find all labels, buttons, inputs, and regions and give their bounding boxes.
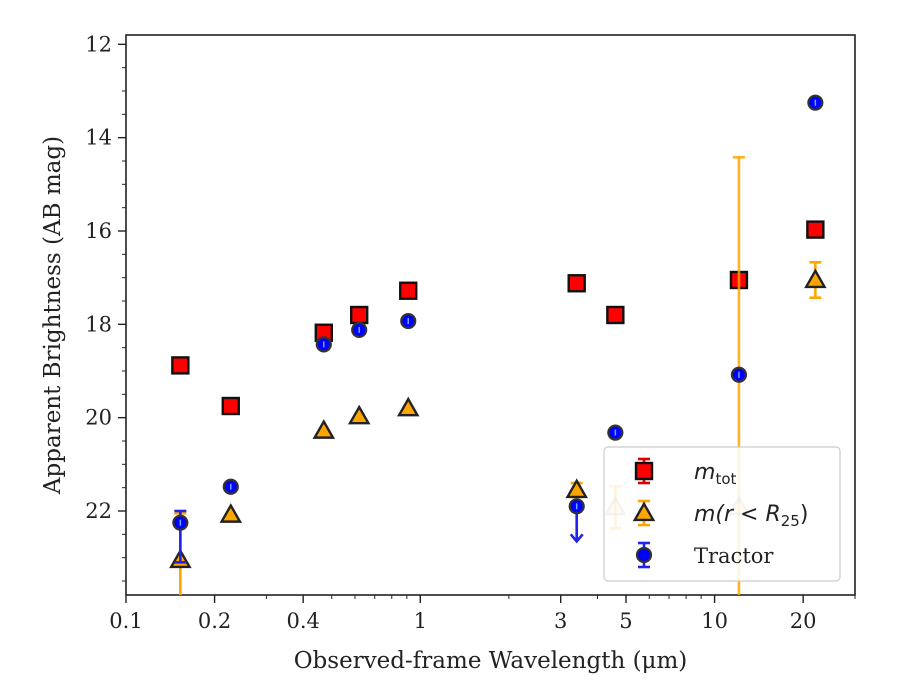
data-point (806, 220, 825, 239)
y-tick-label: 20 (85, 406, 112, 430)
data-point (349, 305, 369, 325)
legend-entry-1: m(r < R25) (632, 499, 808, 530)
data-point (606, 305, 625, 325)
data-point (565, 478, 588, 499)
data-point (312, 419, 336, 439)
legend-marker (632, 501, 656, 522)
data-point (567, 274, 586, 293)
legend-entry-0: mtot (634, 457, 736, 488)
x-tick-label: 0.2 (198, 609, 231, 633)
series-0 (171, 220, 825, 416)
y-tick-label: 12 (85, 32, 112, 56)
data-point (219, 503, 243, 523)
data-point (171, 356, 190, 375)
legend-entry-2: Tractor (635, 541, 774, 569)
x-tick-label: 1 (414, 609, 427, 633)
x-tick-label: 5 (619, 609, 632, 633)
data-point (399, 281, 418, 300)
legend-marker (634, 461, 654, 481)
legend-label: Tractor (694, 544, 774, 568)
data-point (221, 396, 240, 416)
y-axis-title: Apparent Brightness (AB mag) (40, 136, 66, 495)
upper-limit-arrow (569, 533, 584, 544)
legend: mtot m(r < R25) Tractor (603, 446, 841, 582)
x-tick-label: 0.4 (286, 609, 319, 633)
y-tick-label: 18 (85, 312, 112, 336)
legend-box (603, 446, 841, 582)
x-tick-label: 20 (790, 609, 817, 633)
legend-label: m(r < R25) (694, 502, 808, 530)
x-tick-label: 3 (554, 609, 567, 633)
data-point (347, 404, 371, 425)
legend-marker (635, 546, 653, 564)
x-tick-label: 10 (701, 609, 728, 633)
series-2 (172, 94, 824, 564)
data-point (396, 396, 420, 417)
x-tick-label: 0.1 (109, 609, 142, 633)
data-point (804, 268, 827, 289)
x-axis-title: Observed-frame Wavelength (μm) (294, 648, 688, 674)
y-tick-label: 14 (85, 126, 112, 150)
legend-label: mtot (694, 460, 736, 488)
y-tick-label: 16 (85, 219, 112, 243)
y-tick-label: 22 (85, 499, 112, 523)
plot-frame (125, 34, 856, 596)
